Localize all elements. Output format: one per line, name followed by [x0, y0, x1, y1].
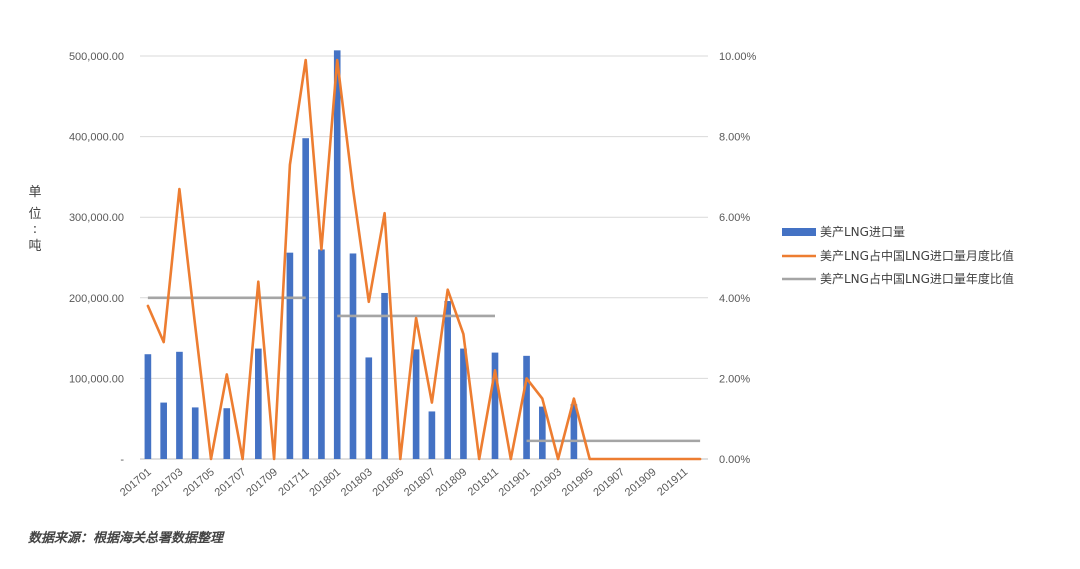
- annual-ratio-series: [147, 296, 701, 443]
- bar-201711: [302, 138, 309, 459]
- x-tick-label: 201803: [339, 466, 375, 499]
- monthly-ratio-line: [146, 58, 702, 461]
- source-note: 数据来源：根据海关总署数据整理: [28, 531, 224, 546]
- right-tick-label: 6.00%: [719, 212, 750, 224]
- right-tick-label: 10.00%: [719, 51, 757, 63]
- chart: - 100,000.00 200,000.00 300,000.00 400,000.0…: [28, 50, 1014, 499]
- x-tick-label: 201707: [213, 466, 249, 499]
- x-tick-label: 201705: [181, 466, 217, 499]
- x-tick-label: 201811: [466, 466, 501, 498]
- legend-swatch-bar: [782, 228, 816, 236]
- x-tick-label: 201901: [497, 466, 533, 499]
- left-tick-label: 100,000.00: [69, 373, 124, 385]
- bar-201703: [176, 351, 183, 459]
- legend: 美产LNG进口量美产LNG占中国LNG进口量月度比值美产LNG占中国LNG进口量…: [782, 225, 1014, 286]
- left-tick-label: 400,000.00: [69, 132, 124, 144]
- bar-201802: [349, 253, 357, 459]
- legend-label: 美产LNG进口量: [820, 225, 905, 239]
- monthly-ratio-series: [146, 58, 702, 461]
- bar-201904: [570, 404, 578, 459]
- right-tick-label: 4.00%: [719, 293, 750, 305]
- legend-label: 美产LNG占中国LNG进口量年度比值: [820, 271, 1014, 286]
- bar-201701: [144, 354, 152, 459]
- bar-201901: [523, 355, 530, 459]
- x-tick-label: 201907: [591, 466, 627, 499]
- bar-201808: [444, 301, 451, 459]
- x-tick-label: 201709: [244, 466, 280, 499]
- left-tick-label: 300,000.00: [69, 212, 124, 224]
- y-axis-label: 单位: 吨: [28, 185, 41, 254]
- x-tick-label: 201703: [150, 466, 186, 499]
- x-tick-label: 201809: [434, 466, 470, 499]
- x-tick-label: 201911: [655, 466, 690, 498]
- bar-201811: [491, 352, 499, 459]
- bar-201702: [160, 402, 167, 459]
- y-axis-label-char: 单: [28, 185, 41, 200]
- x-tick-label: 201805: [370, 466, 406, 499]
- x-tick-label: 201801: [307, 466, 343, 499]
- left-axis-ticks: - 100,000.00 200,000.00 300,000.00 400,000.0…: [69, 51, 124, 466]
- left-tick-label: -: [120, 454, 124, 466]
- bar-201706: [223, 408, 231, 459]
- bar-201704: [191, 407, 199, 459]
- x-tick-label: 201711: [276, 466, 311, 498]
- bar-201708: [255, 348, 262, 459]
- x-tick-label: 201903: [528, 466, 564, 499]
- x-tick-label: 201905: [560, 466, 596, 499]
- x-tick-label: 201909: [623, 466, 659, 499]
- legend-label: 美产LNG占中国LNG进口量月度比值: [820, 248, 1014, 263]
- x-tick-label: 201701: [118, 466, 154, 499]
- y-axis-label-char: :: [33, 222, 37, 237]
- x-axis-ticks: 2017012017032017052017072017092017112018…: [118, 466, 690, 499]
- bar-201809: [460, 348, 467, 459]
- y-axis-label-char: 位: [28, 207, 41, 222]
- right-tick-label: 2.00%: [719, 373, 750, 385]
- right-tick-label: 0.00%: [719, 454, 750, 466]
- bar-201806: [412, 349, 420, 459]
- bar-201803: [365, 357, 373, 459]
- bar-201804: [381, 292, 388, 459]
- x-tick-label: 201807: [402, 466, 438, 499]
- right-tick-label: 8.00%: [719, 132, 750, 144]
- bar-201902: [539, 406, 546, 459]
- gridlines: [140, 55, 708, 460]
- bar-201710: [286, 252, 294, 459]
- left-tick-label: 200,000.00: [69, 293, 124, 305]
- y-axis-label-char: 吨: [28, 239, 41, 254]
- bar-201712: [318, 249, 325, 459]
- bar-201807: [428, 411, 436, 459]
- bar-series: [144, 50, 578, 459]
- left-tick-label: 500,000.00: [69, 51, 124, 63]
- right-axis-ticks: 0.00% 2.00% 4.00% 6.00% 8.00% 10.00%: [719, 51, 757, 466]
- bar-201801: [333, 50, 341, 459]
